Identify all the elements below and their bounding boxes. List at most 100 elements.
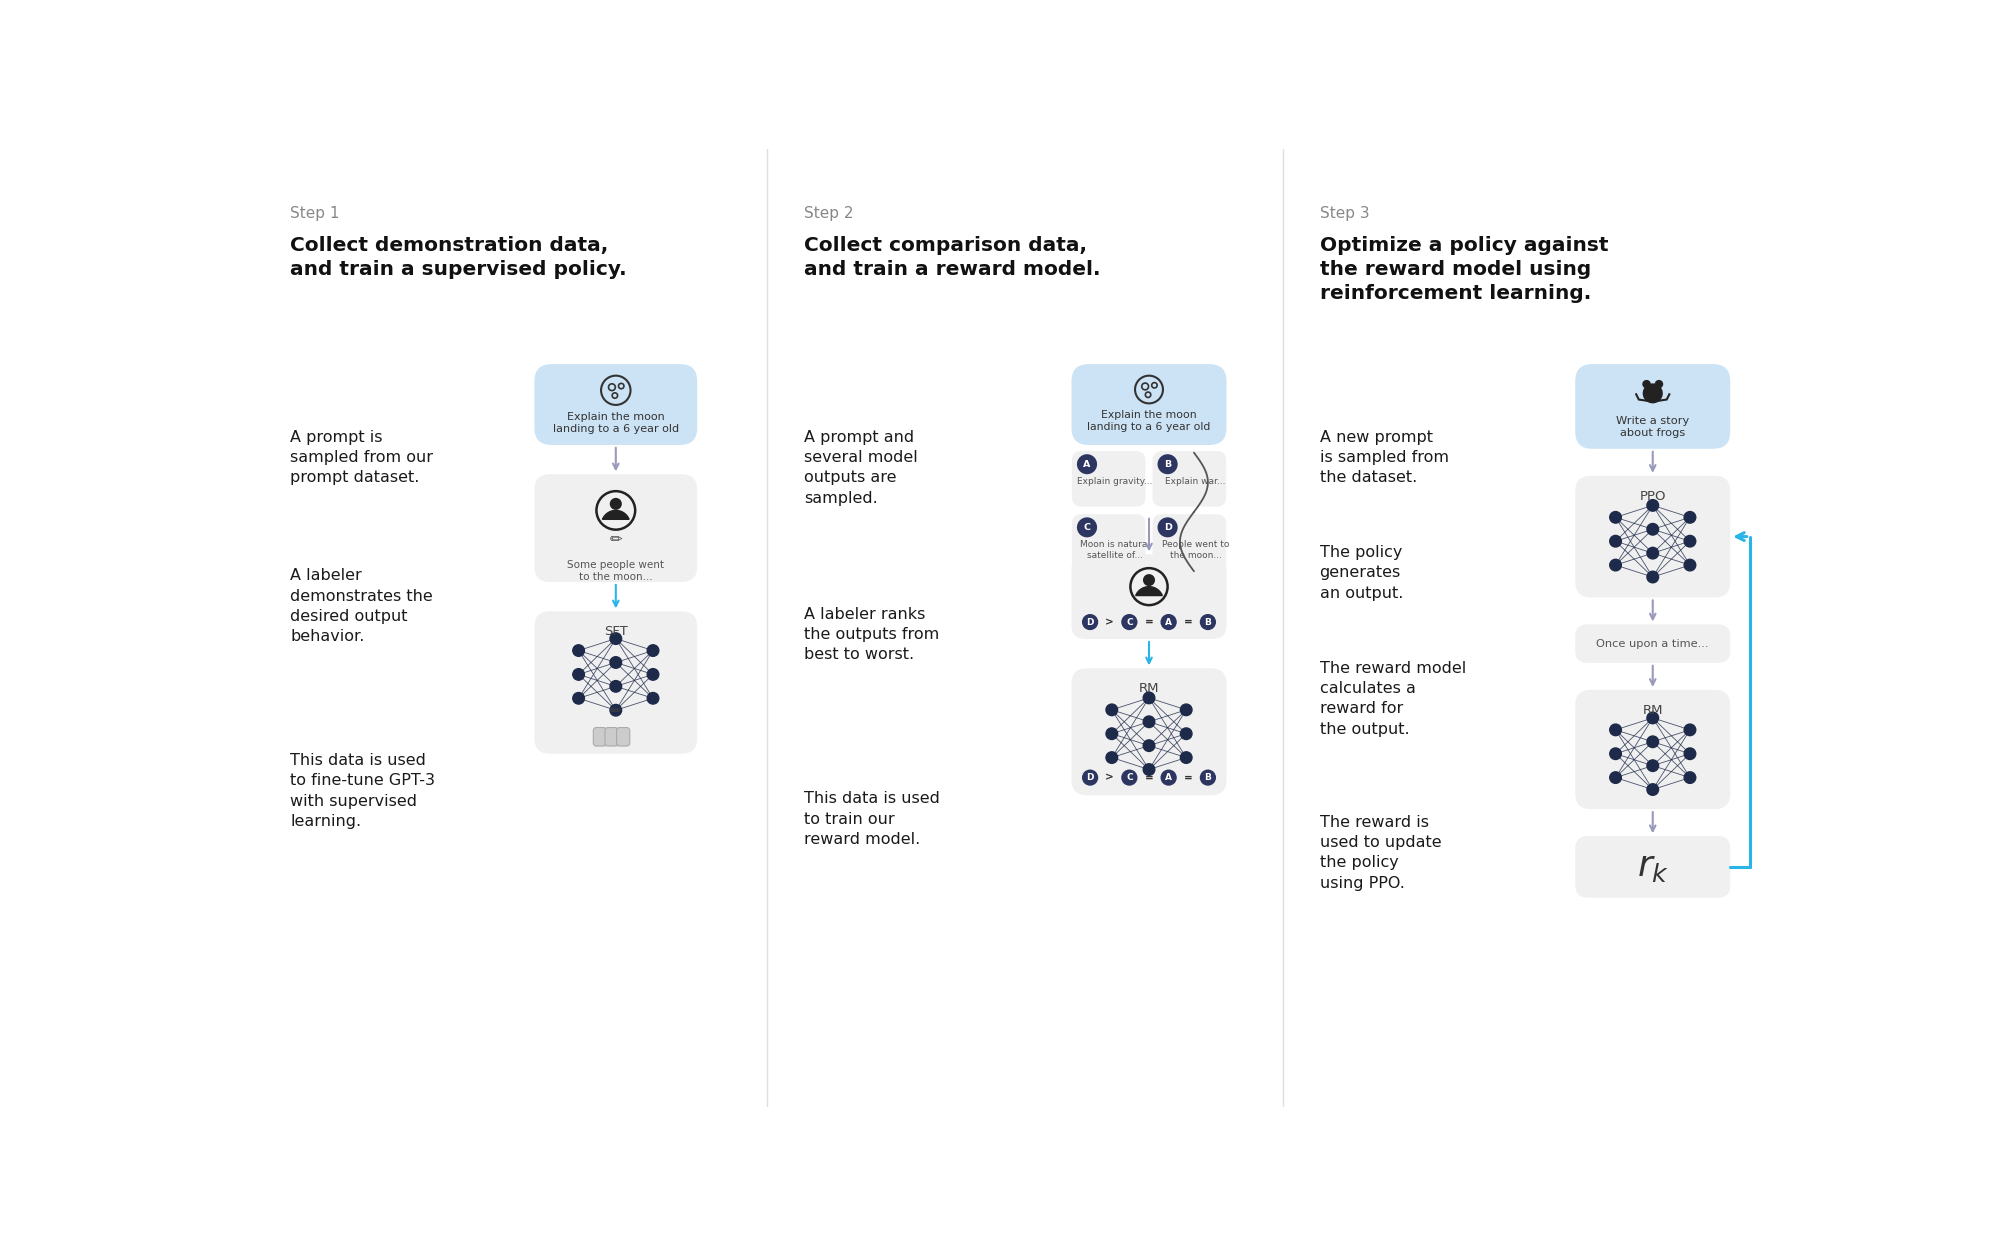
Text: ✏: ✏ [610, 704, 622, 718]
Circle shape [1642, 379, 1650, 388]
Circle shape [1158, 518, 1178, 537]
Text: >: > [1106, 617, 1114, 627]
Circle shape [1082, 615, 1098, 631]
Circle shape [1610, 560, 1622, 571]
Circle shape [1646, 784, 1658, 795]
Text: D: D [1086, 617, 1094, 627]
Circle shape [1642, 383, 1662, 403]
Text: The reward is
used to update
the policy
using PPO.: The reward is used to update the policy … [1320, 815, 1442, 891]
Text: D: D [1086, 773, 1094, 782]
Circle shape [1144, 717, 1154, 728]
FancyBboxPatch shape [1576, 836, 1730, 898]
Text: PPO: PPO [1640, 490, 1666, 503]
Text: D: D [1164, 522, 1172, 532]
Circle shape [1610, 511, 1622, 524]
Circle shape [1144, 740, 1154, 751]
Text: A labeler
demonstrates the
desired output
behavior.: A labeler demonstrates the desired outpu… [290, 569, 434, 644]
FancyBboxPatch shape [1576, 690, 1730, 809]
Text: This data is used
to fine-tune GPT-3
with supervised
learning.: This data is used to fine-tune GPT-3 wit… [290, 753, 436, 830]
FancyBboxPatch shape [1152, 452, 1226, 506]
Text: People went to
the moon...: People went to the moon... [1162, 540, 1230, 560]
Text: =: = [1144, 617, 1154, 627]
Text: =: = [1184, 773, 1192, 782]
Circle shape [1646, 736, 1658, 748]
Circle shape [648, 693, 658, 704]
Text: Explain the moon
landing to a 6 year old: Explain the moon landing to a 6 year old [552, 412, 678, 434]
Circle shape [648, 668, 658, 680]
FancyBboxPatch shape [1072, 364, 1226, 445]
Circle shape [1684, 748, 1696, 760]
Circle shape [1646, 571, 1658, 582]
Circle shape [1646, 712, 1658, 724]
Circle shape [1646, 760, 1658, 771]
Text: C: C [1126, 617, 1132, 627]
Text: C: C [1126, 773, 1132, 782]
Circle shape [1684, 535, 1696, 547]
Circle shape [648, 644, 658, 657]
Text: A prompt and
several model
outputs are
sampled.: A prompt and several model outputs are s… [804, 429, 918, 506]
Text: The reward model
calculates a
reward for
the output.: The reward model calculates a reward for… [1320, 661, 1466, 736]
Circle shape [1200, 770, 1216, 786]
Polygon shape [602, 510, 630, 519]
Text: Step 3: Step 3 [1320, 207, 1370, 221]
Circle shape [1180, 704, 1192, 715]
FancyBboxPatch shape [1072, 555, 1226, 639]
Text: RM: RM [1642, 704, 1664, 717]
Circle shape [610, 657, 622, 668]
Text: =: = [1184, 617, 1192, 627]
FancyBboxPatch shape [594, 728, 606, 746]
Circle shape [572, 693, 584, 704]
Circle shape [1610, 748, 1622, 760]
Text: C: C [1084, 522, 1090, 532]
Circle shape [1610, 535, 1622, 547]
Circle shape [1082, 770, 1098, 786]
Text: SFT: SFT [604, 626, 628, 638]
Text: Explain the moon
landing to a 6 year old: Explain the moon landing to a 6 year old [1088, 411, 1210, 433]
Circle shape [1646, 500, 1658, 511]
Circle shape [1654, 379, 1664, 388]
FancyBboxPatch shape [534, 611, 698, 754]
Circle shape [1684, 771, 1696, 784]
Text: Explain gravity...: Explain gravity... [1078, 478, 1152, 486]
Circle shape [1180, 751, 1192, 764]
Circle shape [1610, 771, 1622, 784]
FancyBboxPatch shape [534, 364, 698, 445]
Text: >: > [1106, 773, 1114, 782]
Text: A labeler ranks
the outputs from
best to worst.: A labeler ranks the outputs from best to… [804, 607, 940, 663]
Circle shape [1180, 728, 1192, 739]
Circle shape [1684, 560, 1696, 571]
Text: Moon is natural
satellite of...: Moon is natural satellite of... [1080, 540, 1150, 560]
FancyBboxPatch shape [1072, 668, 1226, 795]
Circle shape [572, 668, 584, 680]
Text: This data is used
to train our
reward model.: This data is used to train our reward mo… [804, 791, 940, 847]
Circle shape [1122, 770, 1138, 786]
Text: $r_k$: $r_k$ [1636, 850, 1668, 884]
Circle shape [1122, 615, 1138, 631]
Circle shape [1076, 518, 1098, 537]
Text: Explain war...: Explain war... [1166, 478, 1226, 486]
FancyBboxPatch shape [616, 728, 630, 746]
Text: Collect demonstration data,
and train a supervised policy.: Collect demonstration data, and train a … [290, 235, 626, 279]
Circle shape [610, 498, 622, 510]
Circle shape [1160, 615, 1176, 631]
Circle shape [1144, 692, 1154, 704]
Text: B: B [1164, 460, 1172, 469]
FancyBboxPatch shape [1576, 624, 1730, 663]
Circle shape [1684, 724, 1696, 735]
Text: Step 1: Step 1 [290, 207, 340, 221]
Circle shape [1158, 454, 1178, 474]
Text: The policy
generates
an output.: The policy generates an output. [1320, 545, 1402, 601]
FancyBboxPatch shape [534, 474, 698, 582]
Circle shape [1646, 547, 1658, 559]
Circle shape [1610, 724, 1622, 735]
FancyBboxPatch shape [1072, 514, 1146, 570]
Text: Collect comparison data,
and train a reward model.: Collect comparison data, and train a rew… [804, 235, 1100, 279]
Text: RM: RM [1138, 682, 1160, 695]
Circle shape [1142, 573, 1156, 586]
Text: B: B [1204, 773, 1212, 782]
Text: A prompt is
sampled from our
prompt dataset.: A prompt is sampled from our prompt data… [290, 429, 434, 485]
Circle shape [1144, 764, 1154, 775]
Text: B: B [1204, 617, 1212, 627]
Text: A: A [1166, 773, 1172, 782]
Text: A: A [1166, 617, 1172, 627]
